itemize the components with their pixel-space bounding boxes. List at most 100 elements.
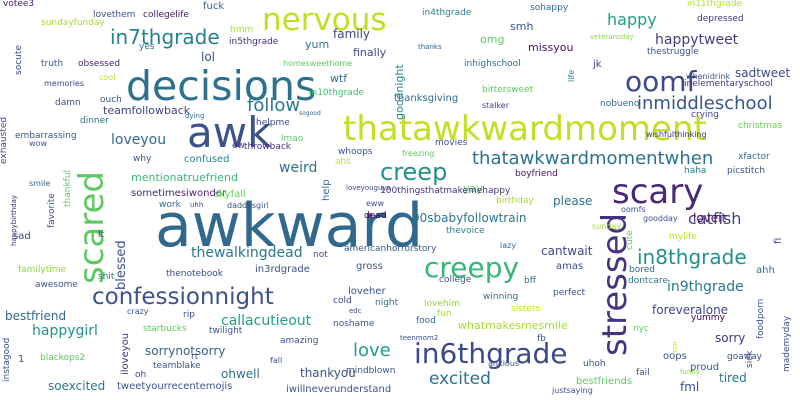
word-dinner: dinner — [80, 116, 109, 126]
word-in11thgrade: in11thgrade — [687, 0, 743, 9]
word-hmm: hmm — [230, 25, 254, 35]
word-obsessed: obsessed — [78, 59, 121, 69]
word-teamfollowback: teamfollowback — [103, 104, 191, 117]
word-socute: socute — [14, 45, 24, 75]
word-finally: finally — [353, 46, 387, 59]
word-lol: lol — [201, 50, 216, 64]
word-scary: scary — [612, 172, 704, 212]
word-omg: omg — [480, 33, 505, 46]
word-yes: yes — [139, 42, 155, 52]
word-sisters: sisters — [511, 304, 541, 314]
word-inmiddleschool: inmiddleschool — [637, 93, 773, 114]
word-thatawkwardmoment: thatawkwardmoment — [343, 109, 707, 149]
word-collegelife: collegelife — [143, 10, 189, 20]
word-tired: tired — [719, 371, 747, 385]
word-wow: wow — [29, 139, 47, 148]
word-decisions: decisions — [126, 62, 317, 110]
word-jk: jk — [593, 59, 602, 70]
word-night: night — [375, 298, 399, 308]
word-embarrassing: embarrassing — [15, 131, 77, 141]
word-ouch: ouch — [100, 95, 122, 105]
word-ahh: ahh — [756, 265, 775, 276]
word-shit: shit — [98, 272, 115, 282]
word-wtf: wtf — [330, 72, 348, 85]
word-helpme: helpme — [256, 118, 290, 128]
word-thewalkingdead: thewalkingdead — [191, 245, 303, 261]
word-birthday: birthday — [496, 196, 534, 206]
word-winning: winning — [483, 292, 519, 302]
word-dead: dead — [364, 211, 387, 221]
word-fi: fi — [773, 237, 784, 244]
word-fml: fml — [680, 380, 700, 394]
word-lovethem: lovethem — [93, 10, 136, 20]
word-instagood: instagood — [2, 337, 12, 382]
word-smh: smh — [510, 20, 534, 33]
word-daddysgirl: daddysgirl — [227, 201, 269, 210]
word-uhoh: uhoh — [583, 359, 606, 369]
word-blackops2: blackops2 — [40, 353, 86, 363]
word-xfactor: xfactor — [738, 152, 770, 162]
word-fuck: fuck — [203, 1, 225, 12]
word-picstitch: picstitch — [727, 166, 766, 176]
word-callacutieout: callacutieout — [221, 313, 312, 329]
word-mylife: mylife — [669, 232, 697, 242]
word-catfish: catfish — [688, 209, 742, 228]
word-in9thgrade: in9thgrade — [667, 279, 744, 295]
word-iwillneverunderstand: iwillneverunderstand — [286, 384, 392, 395]
word-lt: lt — [98, 230, 105, 240]
word-noshame: noshame — [333, 319, 375, 329]
word-family: family — [333, 27, 371, 41]
word-thatawkwardmomentwhen: thatawkwardmomentwhen — [472, 148, 714, 169]
word-awesome: awesome — [35, 280, 78, 290]
word-nyc: nyc — [633, 324, 649, 334]
word-yummy: yummy — [691, 313, 725, 323]
word-happygirl: happygirl — [32, 323, 98, 339]
word-homesweethome: homesweethome — [283, 59, 353, 68]
word-sunday: sunday — [592, 222, 622, 231]
word-mentionatruefriend: mentionatruefriend — [131, 171, 239, 184]
word-cantwait: cantwait — [541, 244, 593, 258]
word-mademyday: mademyday — [782, 315, 792, 372]
word-in3rdgrade: in3rdgrade — [255, 264, 310, 275]
word-funny: funny — [680, 368, 700, 376]
word-why: why — [133, 154, 152, 164]
word-thanks: thanks — [418, 43, 442, 51]
word-in7thgrade: in7thgrade — [110, 25, 220, 49]
word-gross: gross — [356, 261, 383, 272]
word-truth: truth — [41, 59, 64, 69]
word-edc: edc — [349, 307, 362, 315]
word-memories: memories — [44, 79, 85, 88]
word-bittersweet: bittersweet — [482, 85, 534, 95]
word-goodday: goodday — [643, 214, 678, 223]
word-sohappy: sohappy — [530, 3, 569, 13]
word-depressed: depressed — [697, 14, 744, 24]
word-follow: follow — [247, 95, 301, 116]
word-yum: yum — [305, 38, 330, 51]
word-loveit: loveit — [693, 211, 727, 225]
word-oh: oh — [135, 370, 147, 380]
word-college: college — [439, 275, 472, 285]
word-skyfall: skyfall — [214, 189, 246, 200]
word-loveyouguys: loveyouguys — [346, 184, 391, 192]
word-ohwell: ohwell — [221, 367, 260, 381]
word-fun: fun — [437, 309, 452, 319]
word-teamblake: teamblake — [153, 361, 201, 371]
word-haha: haha — [684, 166, 707, 176]
word-food: food — [416, 316, 436, 326]
word-1: 1 — [18, 354, 25, 365]
word-cute: cute — [625, 230, 635, 250]
word-mm: mm — [671, 341, 679, 355]
word-dontcare: dontcare — [628, 276, 668, 286]
word-help: help — [321, 179, 332, 201]
word-oomf: oomf — [625, 65, 697, 98]
word-christmas: christmas — [738, 121, 783, 131]
word-nervous: nervous — [262, 2, 387, 38]
word-happy: happy — [607, 10, 657, 29]
word-whoops: whoops — [338, 147, 373, 157]
word-bff: bff — [524, 276, 536, 286]
word-oomfs: oomfs — [621, 205, 646, 214]
word-sorrynotsorry: sorrynotsorry — [145, 344, 226, 358]
word-in5thgrade: in5thgrade — [229, 37, 279, 47]
word-weird: weird — [279, 160, 318, 176]
word-nobueno: nobueno — [600, 99, 640, 109]
